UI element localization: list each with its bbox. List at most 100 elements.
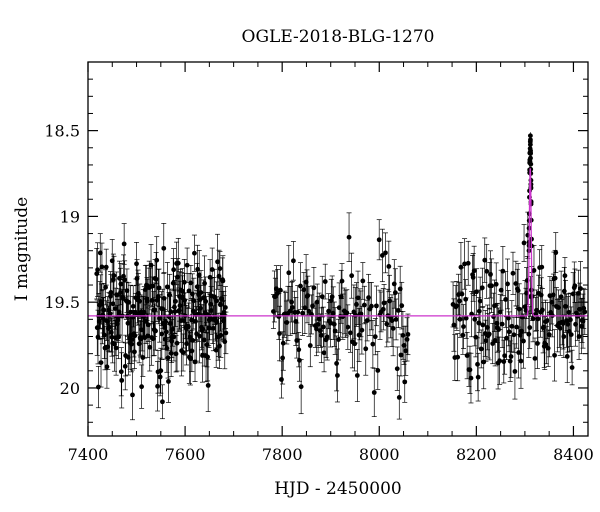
data-point [320, 324, 326, 330]
data-point [130, 303, 136, 309]
data-point [147, 344, 153, 350]
data-point [218, 332, 224, 338]
data-point [222, 305, 228, 310]
data-point [113, 345, 119, 351]
data-point [530, 316, 536, 322]
data-point [467, 367, 473, 373]
data-point [338, 294, 344, 300]
data-point [400, 332, 406, 338]
data-point [498, 287, 504, 293]
data-point [464, 353, 470, 358]
data-point [280, 340, 286, 346]
data-point [203, 298, 209, 304]
data-point [119, 377, 125, 383]
data-point [576, 334, 582, 339]
data-point [189, 348, 195, 354]
data-point [177, 303, 183, 309]
data-point [349, 273, 355, 279]
data-point [553, 250, 559, 256]
data-point [322, 279, 328, 284]
data-point [546, 332, 552, 338]
data-point [481, 359, 487, 365]
data-point [578, 286, 583, 291]
data-point [459, 291, 465, 297]
data-point [190, 308, 196, 314]
data-point [132, 333, 138, 339]
data-point [568, 317, 573, 323]
data-point [164, 345, 170, 351]
data-point [512, 369, 518, 374]
data-point [551, 292, 556, 298]
data-point [509, 323, 515, 329]
data-point [277, 287, 283, 293]
data-point [505, 281, 510, 287]
data-point [128, 309, 133, 315]
data-point [390, 326, 396, 331]
ticks-layer: 7400 7600 7800 8000 8200 8400 18.5 19 19.5 20 [44, 62, 594, 464]
data-point [324, 334, 330, 340]
data-point [359, 327, 365, 333]
data-point [197, 333, 202, 339]
data-point [135, 295, 141, 301]
data-point [192, 250, 197, 256]
data-point [355, 295, 361, 301]
data-point [549, 299, 555, 305]
data-point [482, 257, 488, 263]
data-point [563, 303, 568, 309]
data-point [380, 306, 386, 312]
data-point [163, 329, 169, 335]
data-point [483, 338, 489, 344]
data-point [101, 307, 107, 313]
data-point [118, 281, 124, 287]
data-point [552, 352, 557, 358]
x-tick-label: 7800 [262, 445, 303, 464]
data-point [475, 374, 481, 380]
data-point [165, 355, 171, 361]
data-point [153, 328, 158, 334]
data-point [201, 337, 207, 343]
data-point [561, 334, 567, 339]
data-point [196, 272, 202, 278]
data-point [290, 305, 295, 310]
data-point [172, 304, 177, 310]
data-point [468, 375, 474, 381]
y-tick-label: 20 [60, 379, 80, 398]
data-point [217, 266, 223, 271]
data-point [103, 284, 108, 290]
data-point [210, 325, 216, 331]
data-point [345, 324, 351, 330]
data-point [455, 354, 461, 360]
data-point [582, 309, 588, 315]
data-point [289, 299, 294, 305]
data-point [535, 316, 541, 322]
data-point [129, 337, 135, 343]
data-point [171, 334, 177, 340]
data-point [545, 345, 551, 351]
data-point [531, 268, 537, 273]
data-point [148, 262, 154, 268]
model-curve [88, 168, 588, 317]
data-point [104, 364, 110, 370]
data-point [160, 399, 165, 405]
data-point [155, 383, 160, 389]
data-point [360, 278, 366, 284]
x-tick-label: 7400 [68, 445, 109, 464]
data-point [111, 273, 117, 278]
data-point [122, 277, 127, 283]
data-point [168, 350, 174, 356]
data-point [499, 321, 505, 327]
data-point [475, 361, 480, 367]
data-point [291, 258, 296, 264]
data-point [502, 353, 508, 359]
data-point [311, 285, 317, 291]
data-point [174, 340, 180, 346]
data-point [175, 260, 181, 266]
data-point [331, 321, 337, 327]
data-point [463, 315, 469, 321]
data-point [478, 346, 484, 352]
data-point [277, 331, 282, 336]
data-point [451, 322, 457, 328]
data-point [198, 290, 204, 295]
data-point [562, 273, 568, 279]
data-point [477, 298, 483, 304]
